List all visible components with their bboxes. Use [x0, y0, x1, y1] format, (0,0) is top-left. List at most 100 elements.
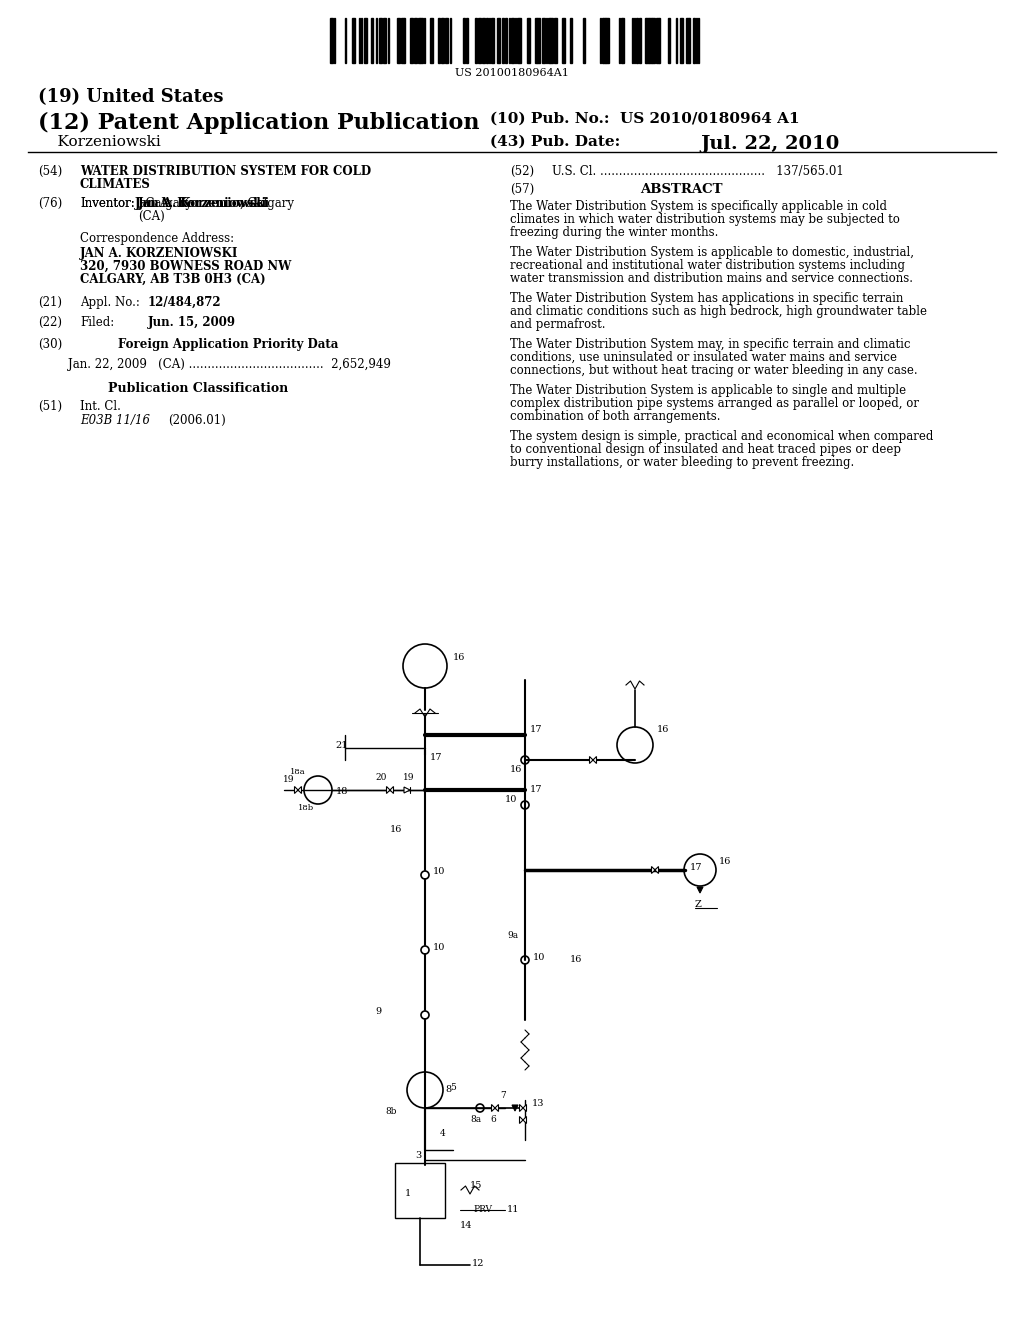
Text: 18: 18 — [336, 788, 348, 796]
Text: Correspondence Address:: Correspondence Address: — [80, 232, 234, 246]
Bar — [639, 18, 641, 63]
Text: (21): (21) — [38, 296, 62, 309]
Text: Jan. 22, 2009   (CA) ....................................  2,652,949: Jan. 22, 2009 (CA) .....................… — [68, 358, 391, 371]
Text: 14: 14 — [460, 1221, 472, 1229]
Bar — [517, 18, 519, 63]
Bar — [364, 18, 367, 63]
Text: 16: 16 — [719, 858, 731, 866]
Text: 10: 10 — [433, 942, 445, 952]
Text: 15: 15 — [470, 1180, 482, 1189]
Text: 17: 17 — [530, 726, 543, 734]
Bar — [636, 18, 638, 63]
Text: (2006.01): (2006.01) — [168, 414, 225, 426]
Bar — [693, 18, 695, 63]
Bar — [466, 18, 468, 63]
Text: 17: 17 — [530, 785, 543, 795]
Text: 12: 12 — [472, 1258, 484, 1267]
Text: (CA): (CA) — [138, 210, 165, 223]
Text: 6: 6 — [490, 1115, 496, 1125]
Polygon shape — [523, 1117, 526, 1123]
Text: 19: 19 — [283, 776, 295, 784]
Text: 4: 4 — [440, 1129, 445, 1138]
Text: freezing during the winter months.: freezing during the winter months. — [510, 226, 719, 239]
Text: The Water Distribution System is applicable to domestic, industrial,: The Water Distribution System is applica… — [510, 246, 914, 259]
Text: Jan A. Korzeniowski: Jan A. Korzeniowski — [135, 197, 267, 210]
Bar — [562, 18, 565, 63]
Text: The Water Distribution System may, in specific terrain and climatic: The Water Distribution System may, in sp… — [510, 338, 910, 351]
Bar — [537, 18, 540, 63]
Text: 9a: 9a — [507, 931, 518, 940]
Bar — [482, 18, 485, 63]
Text: 13: 13 — [532, 1098, 545, 1107]
Bar — [622, 18, 624, 63]
Text: 10: 10 — [505, 796, 517, 804]
Text: 5: 5 — [450, 1084, 456, 1093]
Bar — [680, 18, 683, 63]
Text: Inventor:: Inventor: — [80, 197, 135, 210]
Text: (30): (30) — [38, 338, 62, 351]
Bar — [371, 18, 373, 63]
Polygon shape — [295, 787, 298, 793]
Text: recreational and institutional water distribution systems including: recreational and institutional water dis… — [510, 259, 905, 272]
Text: E03B 11/16: E03B 11/16 — [80, 414, 150, 426]
Text: 16: 16 — [570, 956, 583, 965]
Text: 10: 10 — [534, 953, 546, 961]
Text: 3: 3 — [415, 1151, 421, 1159]
Text: Appl. No.:: Appl. No.: — [80, 296, 140, 309]
Bar — [478, 18, 481, 63]
Text: , Calgary: , Calgary — [240, 197, 294, 210]
Text: (12) Patent Application Publication: (12) Patent Application Publication — [38, 112, 479, 135]
Bar — [401, 18, 404, 63]
Polygon shape — [404, 787, 410, 793]
Bar — [668, 18, 670, 63]
Bar — [646, 18, 649, 63]
Text: 17: 17 — [690, 863, 702, 873]
Text: US 20100180964A1: US 20100180964A1 — [455, 69, 569, 78]
Bar — [527, 18, 530, 63]
Text: 16: 16 — [510, 766, 522, 775]
Text: Jan A. Korzeniowski: Jan A. Korzeniowski — [138, 197, 270, 210]
Text: 7: 7 — [500, 1092, 506, 1101]
Text: 10: 10 — [433, 867, 445, 876]
Text: conditions, use uninsulated or insulated water mains and service: conditions, use uninsulated or insulated… — [510, 351, 897, 364]
Text: PRV: PRV — [473, 1205, 492, 1214]
Text: (52): (52) — [510, 165, 535, 178]
Polygon shape — [386, 787, 390, 793]
Text: The system design is simple, practical and economical when compared: The system design is simple, practical a… — [510, 430, 933, 444]
Text: (43) Pub. Date:: (43) Pub. Date: — [490, 135, 621, 149]
Polygon shape — [519, 1105, 523, 1111]
Bar — [550, 18, 553, 63]
Bar — [606, 18, 609, 63]
Text: (51): (51) — [38, 400, 62, 413]
Bar — [330, 18, 333, 63]
Text: CALGARY, AB T3B 0H3 (CA): CALGARY, AB T3B 0H3 (CA) — [80, 273, 265, 286]
Text: climates in which water distribution systems may be subjected to: climates in which water distribution sys… — [510, 213, 900, 226]
Bar — [570, 18, 572, 63]
Text: 19: 19 — [403, 774, 415, 783]
Text: JAN A. KORZENIOWSKI: JAN A. KORZENIOWSKI — [80, 247, 239, 260]
Text: and climatic conditions such as high bedrock, high groundwater table: and climatic conditions such as high bed… — [510, 305, 927, 318]
Text: U.S. Cl. ............................................   137/565.01: U.S. Cl. ...............................… — [552, 165, 844, 178]
Bar — [397, 18, 400, 63]
Text: 1: 1 — [406, 1188, 412, 1197]
Text: connections, but without heat tracing or water bleeding in any case.: connections, but without heat tracing or… — [510, 364, 918, 378]
Bar — [352, 18, 355, 63]
Text: (22): (22) — [38, 315, 62, 329]
Bar — [583, 18, 585, 63]
Text: WATER DISTRIBUTION SYSTEM FOR COLD: WATER DISTRIBUTION SYSTEM FOR COLD — [80, 165, 371, 178]
Text: Korzeniowski: Korzeniowski — [38, 135, 161, 149]
Text: complex distribution pipe systems arranged as parallel or looped, or: complex distribution pipe systems arrang… — [510, 397, 919, 411]
Bar — [420, 18, 423, 63]
Text: ABSTRACT: ABSTRACT — [640, 183, 723, 195]
Bar — [410, 18, 413, 63]
Text: 18b: 18b — [298, 804, 314, 812]
Text: to conventional design of insulated and heat traced pipes or deep: to conventional design of insulated and … — [510, 444, 901, 455]
Bar — [652, 18, 655, 63]
Text: 20: 20 — [375, 774, 386, 783]
Text: The Water Distribution System has applications in specific terrain: The Water Distribution System has applic… — [510, 292, 903, 305]
Text: 9: 9 — [375, 1007, 381, 1016]
Bar — [511, 18, 514, 63]
Polygon shape — [651, 866, 655, 874]
Text: Filed:: Filed: — [80, 315, 115, 329]
Bar — [442, 18, 444, 63]
